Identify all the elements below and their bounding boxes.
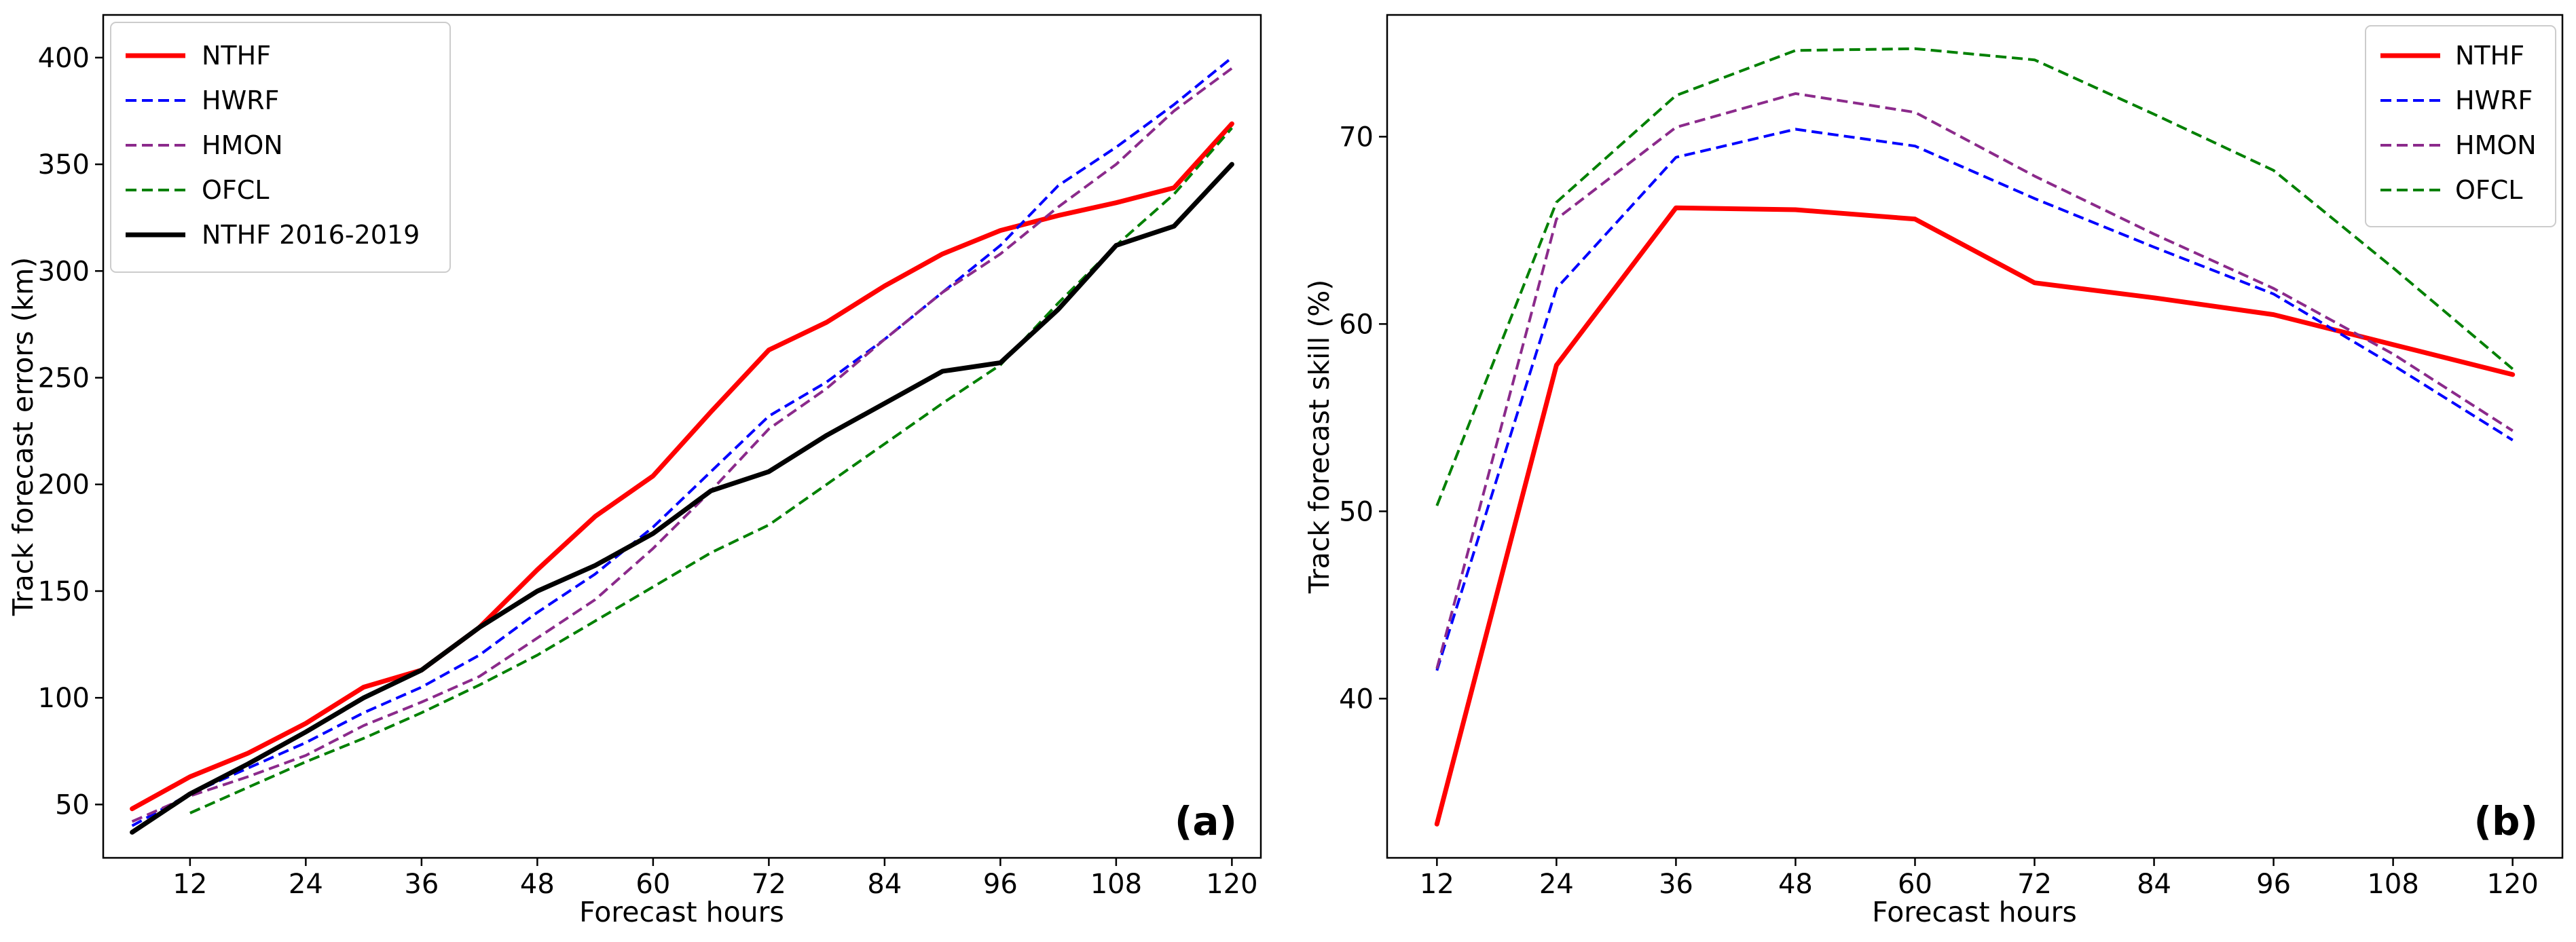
panel-b-legend-box	[2365, 25, 2556, 227]
panel-a-xlabel: Forecast hours	[579, 896, 784, 928]
panel-b-label: (b)	[2473, 798, 2538, 844]
panel-a-frame	[102, 14, 1262, 859]
panel-a-series-layer	[130, 56, 1234, 835]
panel-b-xtick-label: 60	[1898, 869, 1932, 900]
panel-a-legend-label: HWRF	[202, 86, 279, 115]
panel-a-ytick-label: 50	[55, 789, 90, 821]
panel-a-series-hmon	[131, 67, 1233, 823]
panel-b-xtick-label: 108	[2367, 869, 2418, 900]
panel-a-xtick-label: 12	[172, 869, 207, 900]
panel-a-ticks: 12 24 36 48 60 72 84 96 108 120 50 100 150 200 250 300 3…	[38, 43, 1258, 900]
panel-a-label: (a)	[1175, 798, 1237, 844]
panel-b-ylabel: Track forecast skill (%)	[1303, 280, 1336, 594]
panel-b-xlabel: Forecast hours	[1872, 896, 2077, 928]
panel-b-series-hwrf	[1435, 128, 2514, 671]
panel-b-xtick-label: 120	[2486, 869, 2538, 900]
panel-b-series-layer	[1434, 47, 2516, 827]
panel-b-xtick-label: 24	[1539, 869, 1574, 900]
panel-a-legend-label: OFCL	[202, 175, 269, 205]
panel-a-xtick-label: 120	[1206, 869, 1257, 900]
panel-a-series-ofcl	[189, 127, 1233, 814]
panel-a-xtick-label: 36	[404, 869, 439, 900]
panel-b-frame	[1386, 14, 2564, 859]
panel-b-series-ofcl	[1435, 47, 2514, 506]
panel-a-xtick-label: 84	[867, 869, 902, 900]
panel-a-xtick-label: 48	[520, 869, 555, 900]
panel-b-ytick-label: 40	[1339, 683, 1374, 715]
panel-b-xtick-label: 72	[2017, 869, 2052, 900]
panel-b-xtick-label: 84	[2137, 869, 2171, 900]
panel-a-series-nthf-2016-2019	[130, 162, 1234, 835]
panel-b-legend-label: HWRF	[2455, 86, 2533, 115]
panel-b-series-hmon	[1435, 92, 2514, 669]
panel-a-ytick-label: 300	[38, 256, 90, 287]
panel-a-legend-box	[110, 22, 451, 273]
panel-a-ytick-label: 350	[38, 149, 90, 181]
panel-a-xtick-label: 108	[1090, 869, 1142, 900]
panel-b-ytick-label: 70	[1339, 121, 1374, 153]
panel-a-series-nthf	[130, 121, 1234, 812]
panel-a-ytick-label: 250	[38, 363, 90, 394]
panel-a-ylabel: Track forecast errors (km)	[7, 257, 39, 616]
panel-a-xtick-label: 24	[289, 869, 323, 900]
panel-b-xtick-label: 36	[1659, 869, 1693, 900]
panel-b-ticks: 12 24 36 48 60 72 84 96 108 120 40 50 60 70	[1339, 121, 2539, 900]
panel-a-ytick-label: 100	[38, 683, 90, 714]
panel-b-xtick-label: 12	[1420, 869, 1454, 900]
panel-a-xtick-label: 96	[983, 869, 1018, 900]
panel-b-legend-label: NTHF	[2455, 41, 2524, 71]
panel-a-series-hwrf	[131, 56, 1233, 827]
panel-b-ytick-label: 50	[1339, 496, 1374, 527]
panel-a-legend-label: HMON	[202, 130, 283, 160]
panel-a-legend-label: NTHF	[202, 41, 271, 71]
panel-a-legend-label: NTHF 2016-2019	[202, 220, 420, 250]
panel-a-ytick-label: 400	[38, 43, 90, 74]
panel-b-xtick-label: 96	[2256, 869, 2291, 900]
panel-a-track-errors: 12 24 36 48 60 72 84 96 108 120 50 100 150 200 250 300 3…	[7, 14, 1262, 928]
panel-a-xtick-label: 60	[636, 869, 670, 900]
panel-b-ytick-label: 60	[1339, 309, 1374, 340]
panel-b-xtick-label: 48	[1778, 869, 1813, 900]
panel-b-legend-label: OFCL	[2455, 175, 2522, 205]
panel-b-legend: NTHF HWRF HMON OFCL	[2365, 25, 2556, 227]
panel-a-ytick-label: 150	[38, 576, 90, 607]
panel-a-ytick-label: 200	[38, 470, 90, 501]
panel-a-legend: NTHF HWRF HMON OFCL NTHF 2016-2019	[110, 22, 451, 273]
panel-b-track-skill: 12 24 36 48 60 72 84 96 108 120 40 50 60 70 Forecast …	[1303, 14, 2564, 928]
panel-a-xtick-label: 72	[752, 869, 786, 900]
panel-b-legend-label: HMON	[2455, 130, 2537, 160]
